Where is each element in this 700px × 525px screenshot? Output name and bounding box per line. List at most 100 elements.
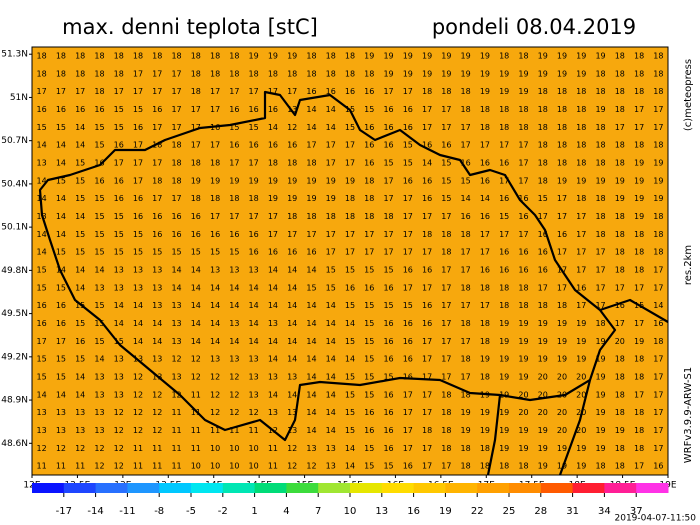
grid-value: 16 — [403, 355, 413, 364]
grid-value: 16 — [364, 408, 374, 417]
grid-value: 16 — [383, 337, 393, 346]
grid-value: 15 — [403, 158, 413, 167]
grid-value: 19 — [557, 319, 567, 328]
grid-value: 14 — [133, 319, 143, 328]
grid-value: 14 — [268, 301, 278, 310]
grid-value: 19 — [595, 426, 605, 435]
grid-value: 18 — [595, 123, 605, 132]
grid-value: 17 — [461, 301, 471, 310]
grid-value: 18 — [653, 212, 663, 221]
grid-value: 11 — [191, 390, 201, 399]
grid-value: 17 — [653, 105, 663, 114]
grid-value: 12 — [114, 408, 124, 417]
grid-value: 14 — [171, 283, 181, 292]
grid-value: 18 — [595, 230, 605, 239]
grid-value: 18 — [461, 283, 471, 292]
grid-value: 16 — [287, 141, 297, 150]
grid-value: 18 — [306, 51, 316, 60]
grid-value: 16 — [383, 426, 393, 435]
grid-value: 17 — [403, 426, 413, 435]
grid-value: 19 — [422, 69, 432, 78]
grid-value: 17 — [152, 69, 162, 78]
lat-label: 51N — [10, 93, 28, 103]
grid-value: 17 — [326, 248, 336, 257]
grid-value: 14 — [461, 194, 471, 203]
grid-value: 19 — [480, 355, 490, 364]
grid-value: 15 — [383, 265, 393, 274]
grid-value: 15 — [37, 265, 47, 274]
grid-value: 18 — [615, 390, 625, 399]
grid-value: 11 — [75, 462, 85, 471]
grid-value: 18 — [538, 105, 548, 114]
grid-value: 15 — [114, 212, 124, 221]
colorbar-segment — [95, 483, 128, 493]
grid-value: 17 — [480, 301, 490, 310]
grid-value: 16 — [422, 265, 432, 274]
grid-value: 10 — [229, 462, 239, 471]
grid-value: 19 — [403, 69, 413, 78]
grid-value: 19 — [595, 105, 605, 114]
grid-value: 10 — [210, 444, 220, 453]
grid-value: 20 — [576, 372, 586, 381]
grid-value: 15 — [56, 355, 66, 364]
colorbar-label: 25 — [503, 506, 516, 517]
colorbar-segment — [350, 483, 383, 493]
grid-value: 17 — [403, 408, 413, 417]
colorbar-label: 37 — [630, 506, 643, 517]
colorbar-segment — [286, 483, 319, 493]
grid-value: 18 — [518, 123, 528, 132]
grid-value: 12 — [133, 372, 143, 381]
grid-value: 14 — [326, 301, 336, 310]
grid-value: 12 — [152, 426, 162, 435]
grid-value: 17 — [615, 283, 625, 292]
colorbar-segment — [222, 483, 256, 493]
grid-value: 15 — [56, 248, 66, 257]
grid-value: 17 — [480, 230, 490, 239]
grid-value: 17 — [595, 248, 605, 257]
grid-value: 19 — [538, 355, 548, 364]
grid-value: 15 — [364, 462, 374, 471]
grid-value: 18 — [441, 87, 451, 96]
grid-value: 12 — [191, 372, 201, 381]
grid-value: 15 — [133, 248, 143, 257]
grid-value: 11 — [133, 444, 143, 453]
grid-value: 18 — [306, 212, 316, 221]
grid-value: 18 — [518, 105, 528, 114]
grid-value: 13 — [114, 283, 124, 292]
grid-value: 15 — [345, 408, 355, 417]
grid-value: 13 — [249, 390, 259, 399]
grid-value: 18 — [538, 87, 548, 96]
grid-value: 17 — [634, 390, 644, 399]
grid-value: 13 — [171, 372, 181, 381]
grid-value: 16 — [94, 158, 104, 167]
grid-value: 16 — [518, 194, 528, 203]
grid-value: 18 — [480, 372, 490, 381]
colorbar-segment — [509, 483, 542, 493]
grid-value: 18 — [229, 194, 239, 203]
grid-value: 12 — [229, 408, 239, 417]
grid-value: 17 — [441, 462, 451, 471]
grid-value: 17 — [518, 141, 528, 150]
grid-value: 19 — [576, 319, 586, 328]
grid-value: 17 — [422, 248, 432, 257]
border-east — [599, 298, 669, 323]
grid-value: 13 — [268, 408, 278, 417]
grid-value: 18 — [634, 141, 644, 150]
grid-value: 18 — [94, 51, 104, 60]
grid-value: 15 — [75, 319, 85, 328]
grid-value: 16 — [403, 265, 413, 274]
grid-value: 17 — [229, 87, 239, 96]
grid-value: 17 — [576, 301, 586, 310]
grid-value: 17 — [634, 462, 644, 471]
grid-value: 13 — [171, 319, 181, 328]
grid-value: 11 — [229, 426, 239, 435]
grid-value: 18 — [538, 123, 548, 132]
grid-value: 16 — [403, 176, 413, 185]
colorbar-segment — [159, 483, 192, 493]
grid-value: 19 — [480, 51, 490, 60]
grid-value: 19 — [634, 158, 644, 167]
grid-value: 16 — [114, 176, 124, 185]
grid-value: 18 — [287, 212, 297, 221]
grid-value: 18 — [615, 408, 625, 417]
grid-value: 19 — [191, 176, 201, 185]
